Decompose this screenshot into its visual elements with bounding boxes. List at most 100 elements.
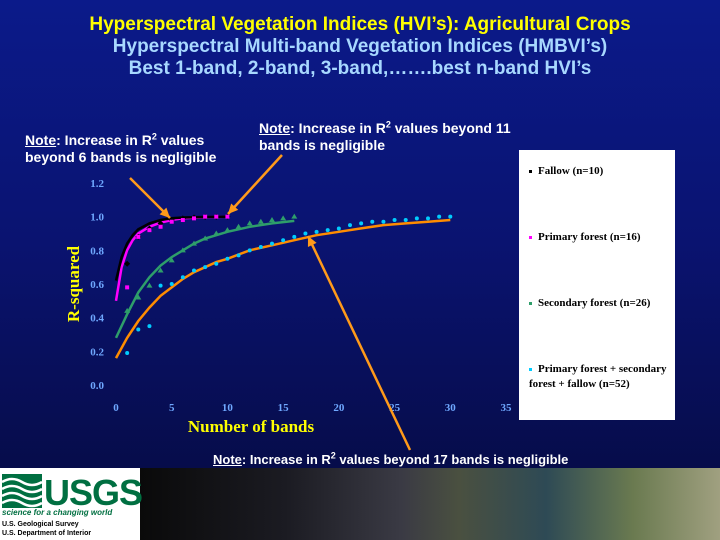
y-tick-label: 1.0 (90, 212, 104, 224)
secondary-forest-point (202, 235, 209, 241)
note-six-bands: Note: Increase in R2 values beyond 6 ban… (25, 132, 255, 166)
x-tick-label: 10 (222, 402, 234, 414)
combined-point (370, 219, 375, 224)
x-tick-label: 35 (501, 402, 513, 414)
combined-point (348, 223, 352, 228)
combined-point (336, 226, 341, 231)
combined-point (392, 218, 397, 223)
note-eleven-bands: Note: Increase in R2 values beyond 11 ba… (259, 120, 559, 154)
combined-point (236, 253, 241, 258)
arrow-seventeen-bands-head (307, 236, 317, 247)
chart-legend: Fallow (n=10) Primary forest (n=16) Seco… (519, 150, 675, 420)
combined-point (136, 327, 141, 332)
combined-point (258, 244, 263, 249)
secondary-forest-point (168, 257, 175, 263)
y-tick-label: 0.2 (90, 346, 104, 358)
arrow-six-bands-head (159, 207, 170, 218)
note-text: values beyond 11 (390, 120, 511, 136)
secondary-forest-point (135, 294, 142, 300)
note-text: values beyond 17 bands is negligible (335, 452, 569, 467)
fallow-fit-line (114, 215, 228, 281)
note-label: Note (259, 120, 291, 136)
combined-point (403, 218, 408, 223)
primary-forest-point (203, 214, 208, 219)
note-text: : Increase in R (290, 120, 386, 136)
primary-forest-point (180, 218, 185, 223)
y-tick-label: 1.2 (90, 178, 104, 190)
x-tick-label: 30 (445, 402, 457, 414)
note-text-line-2: beyond 6 bands is negligible (25, 149, 217, 165)
legend-label: Primary forest (n=16) (538, 231, 641, 243)
combined-point (437, 214, 442, 219)
square-marker-icon (529, 235, 532, 239)
note-seventeen-bands: Note: Increase in R2 values beyond 17 ba… (213, 451, 633, 468)
secondary-forest-point (146, 282, 153, 288)
primary-forest-point (169, 219, 174, 224)
combined-point (292, 234, 297, 239)
legend-label: Secondary forest (n=26) (538, 297, 651, 309)
combined-point (325, 228, 330, 233)
legend-item-combined: Primary forest + secondary forest + fall… (529, 362, 669, 392)
combined-point (158, 283, 163, 288)
combined-point (169, 282, 174, 286)
title-line-2: Hyperspectral Multi-band Vegetation Indi… (112, 36, 608, 57)
combined-point (203, 265, 208, 270)
x-tick-label: 0 (113, 402, 119, 414)
satellite-imagery-banner (140, 468, 720, 540)
combined-point (448, 214, 453, 219)
y-tick-label: 0.8 (90, 245, 104, 257)
combined-point (192, 268, 196, 273)
secondary-forest-fit-line (114, 219, 295, 339)
usgs-wave-icon (2, 474, 42, 508)
diamond-marker-icon (529, 169, 532, 173)
combined-point (214, 261, 219, 266)
primary-forest-point (214, 214, 219, 219)
combined-point (270, 241, 274, 246)
fallow-point (124, 260, 131, 267)
secondary-forest-point (246, 220, 253, 226)
primary-forest-point (225, 214, 230, 219)
combined-point (414, 216, 419, 221)
secondary-forest-point (224, 227, 231, 233)
y-tick-label: 0.6 (90, 279, 104, 291)
note-superscript: 2 (151, 131, 157, 142)
title-block: Hyperspectral Vegetation Indices (HVI’s)… (0, 14, 720, 80)
secondary-forest-point (280, 215, 287, 221)
secondary-forest-point (257, 218, 264, 224)
primary-forest-point (136, 234, 141, 239)
x-tick-label: 20 (333, 402, 345, 414)
primary-forest-point (147, 228, 152, 233)
x-axis-label: Number of bands (188, 417, 315, 436)
combined-point (426, 216, 430, 221)
note-text: values (156, 132, 205, 148)
y-tick-label: 0.0 (90, 380, 104, 392)
y-tick-label: 0.4 (90, 313, 104, 325)
secondary-forest-point (124, 307, 131, 313)
secondary-forest-point (191, 240, 197, 246)
arrow-seventeen-bands (306, 235, 412, 451)
legend-label: Primary forest + secondary forest + fall… (529, 363, 667, 390)
combined-point (314, 229, 319, 234)
legend-item-primary-forest: Primary forest (n=16) (529, 230, 669, 245)
secondary-forest-point (157, 267, 164, 273)
title-line-3: Best 1-band, 2-band, 3-band,…….best n-ba… (128, 58, 592, 79)
y-axis-label: R-squared (64, 245, 83, 322)
note-label: Note (213, 452, 242, 467)
secondary-forest-point (213, 230, 220, 236)
secondary-forest-point (291, 213, 298, 219)
x-tick-label: 25 (389, 402, 401, 414)
combined-point (180, 275, 185, 280)
note-text: : Increase in R (241, 452, 331, 467)
arrow-eleven-bands (227, 154, 283, 215)
secondary-forest-point (235, 223, 242, 229)
combined-point (147, 324, 152, 329)
combined-point (225, 256, 230, 261)
note-label: Note (25, 132, 57, 148)
org-name: U.S. Geological Survey (2, 521, 79, 528)
note-superscript: 2 (385, 119, 391, 130)
note-text: : Increase in R (56, 132, 152, 148)
combined-point (125, 351, 130, 356)
arrow-eleven-bands-head (228, 203, 239, 214)
combined-point (381, 219, 386, 224)
